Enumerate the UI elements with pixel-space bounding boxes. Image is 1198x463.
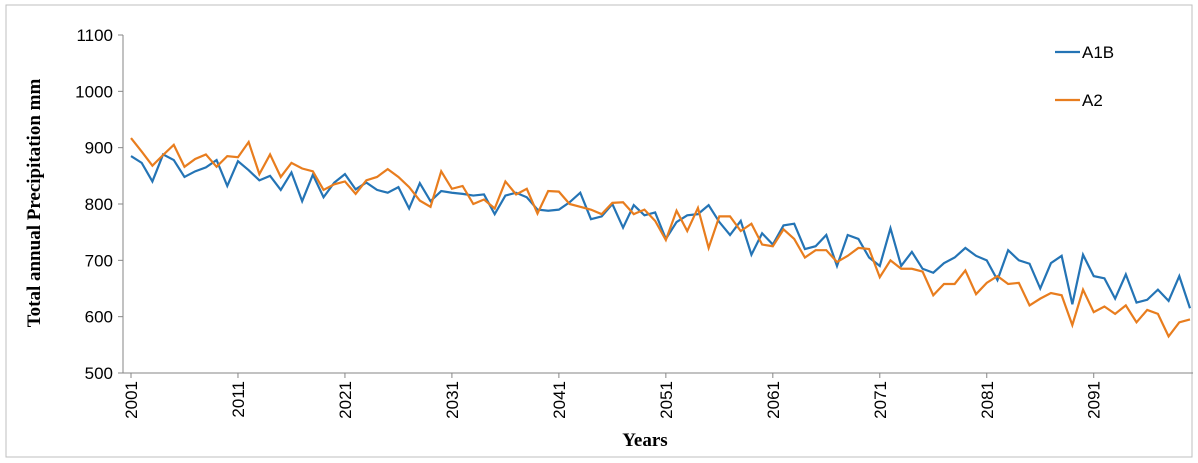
x-tick-label: 2051 <box>657 381 676 419</box>
y-tick-label: 600 <box>85 308 113 327</box>
legend-label: A2 <box>1082 91 1103 110</box>
legend-label: A1B <box>1082 43 1114 62</box>
y-tick-label: 1100 <box>76 26 113 45</box>
chart-border <box>5 4 1193 458</box>
y-tick-label: 800 <box>85 195 113 214</box>
x-tick-label: 2031 <box>443 381 462 419</box>
x-tick-label: 2011 <box>229 381 248 418</box>
y-tick-label: 700 <box>85 251 113 270</box>
series-line <box>130 137 1191 339</box>
y-tick-label: 900 <box>85 139 113 158</box>
y-tick-label: 1000 <box>75 82 113 101</box>
x-tick-label: 2041 <box>550 381 569 419</box>
x-tick-label: 2091 <box>1085 381 1104 419</box>
x-tick-label: 2001 <box>122 381 141 419</box>
x-tick-label: 2071 <box>871 381 890 419</box>
y-tick-label: 500 <box>85 364 113 383</box>
x-tick-label: 2021 <box>336 381 355 419</box>
series-line <box>130 152 1192 309</box>
x-tick-label: 2061 <box>764 381 783 419</box>
x-tick-label: 2081 <box>978 381 997 419</box>
y-axis-label: Total annual Precipitation mm <box>24 79 45 328</box>
x-axis-label: Years <box>622 430 667 451</box>
